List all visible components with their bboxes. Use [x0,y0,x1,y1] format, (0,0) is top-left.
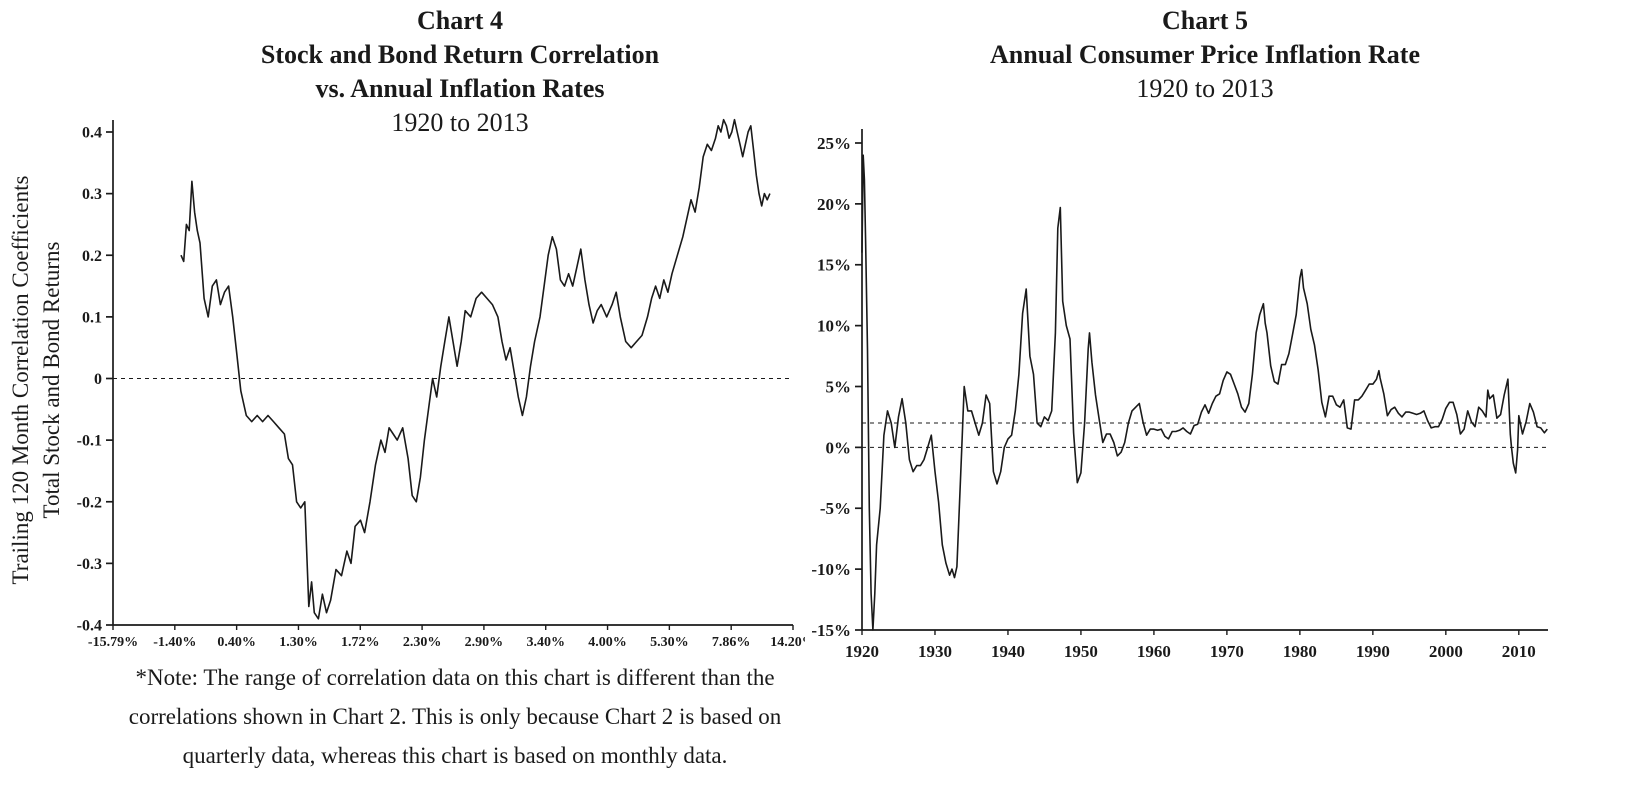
chart4-note-line2: correlations shown in Chart 2. This is o… [128,704,782,729]
y-tick-label: -0.4 [77,618,102,635]
x-tick-label: 1940 [991,642,1025,661]
chart5-plot: 25% 20% 15% 10% 5% 0% -5% -10% -15% 1920 1930 1940 1… [811,129,1548,661]
chart4-y-axis-label-line1: Trailing 120 Month Correlation Coefficie… [8,175,33,585]
chart4-note-line3: quarterly data, whereas this chart is ba… [182,743,728,768]
y-tick-label: 20% [817,195,851,214]
chart4-title-line4: 1920 to 2013 [391,108,529,137]
x-tick-label: 5.30% [650,635,689,650]
data-series-line [861,154,1548,631]
data-series-line [180,118,771,620]
chart4-plot: 0.4 0.3 0.2 0.1 0 -0.1 -0.2 -0.3 -0.4-15.79% -1.4… [77,118,805,650]
y-tick-label: 0.4 [82,125,102,142]
y-tick-label: -0.2 [77,494,102,511]
chart4-title-line2: Stock and Bond Return Correlation [260,40,660,69]
chart4-note-line1: *Note: The range of correlation data on … [135,665,775,690]
x-tick-label: 1.72% [341,635,380,650]
x-tick-label: 4.00% [588,635,627,650]
x-tick-label: 2.90% [465,635,504,650]
x-tick-label: 7.86% [712,635,751,650]
x-tick-label: 0.40% [217,635,256,650]
chart5-title-line2: Annual Consumer Price Inflation Rate [990,40,1420,69]
y-tick-label: -15% [811,621,851,640]
y-tick-label: 0.1 [82,309,102,326]
x-tick-label: 1920 [845,642,879,661]
chart5-title-line3: 1920 to 2013 [1136,74,1274,103]
y-tick-label: 10% [817,317,851,336]
y-tick-label: 0.2 [82,248,102,265]
x-tick-label: 1960 [1137,642,1171,661]
x-tick-label: 3.40% [526,635,565,650]
x-tick-label: 2010 [1502,642,1536,661]
y-tick-label: -0.3 [77,556,102,573]
x-tick-label: -15.79% [88,635,138,650]
chart4-title-line3: vs. Annual Inflation Rates [315,74,605,103]
x-tick-label: -1.40% [153,635,196,650]
y-tick-label: -0.1 [77,433,102,450]
y-tick-label: 0 [94,371,102,388]
x-tick-label: 2.30% [403,635,442,650]
chart4-note: *Note: The range of correlation data on … [100,658,810,775]
x-tick-label: 14.20% [770,635,805,650]
x-tick-label: 1980 [1283,642,1317,661]
y-tick-label: -10% [811,560,851,579]
chart4-y-axis-label: Trailing 120 Month Correlation Coefficie… [4,115,68,645]
y-tick-label: -5% [820,499,851,518]
y-tick-label: 5% [826,377,852,396]
y-tick-label: 25% [817,134,851,153]
chart5-title-line1: Chart 5 [1162,6,1248,35]
x-tick-label: 1.30% [279,635,318,650]
y-tick-label: 15% [817,256,851,275]
y-tick-label: 0% [826,438,852,457]
chart4-panel: Chart 4 Stock and Bond Return Correlatio… [0,0,810,804]
chart5-title-block: Chart 5 Annual Consumer Price Inflation … [895,4,1515,106]
x-tick-label: 1990 [1356,642,1390,661]
y-tick-label: 0.3 [82,186,102,203]
chart4-title-block: Chart 4 Stock and Bond Return Correlatio… [130,4,790,140]
x-tick-label: 1930 [918,642,952,661]
x-tick-label: 1950 [1064,642,1098,661]
x-tick-label: 1970 [1210,642,1244,661]
chart5-panel: Chart 5 Annual Consumer Price Inflation … [810,0,1634,804]
x-tick-label: 2000 [1429,642,1463,661]
chart4-title-line1: Chart 4 [417,6,503,35]
